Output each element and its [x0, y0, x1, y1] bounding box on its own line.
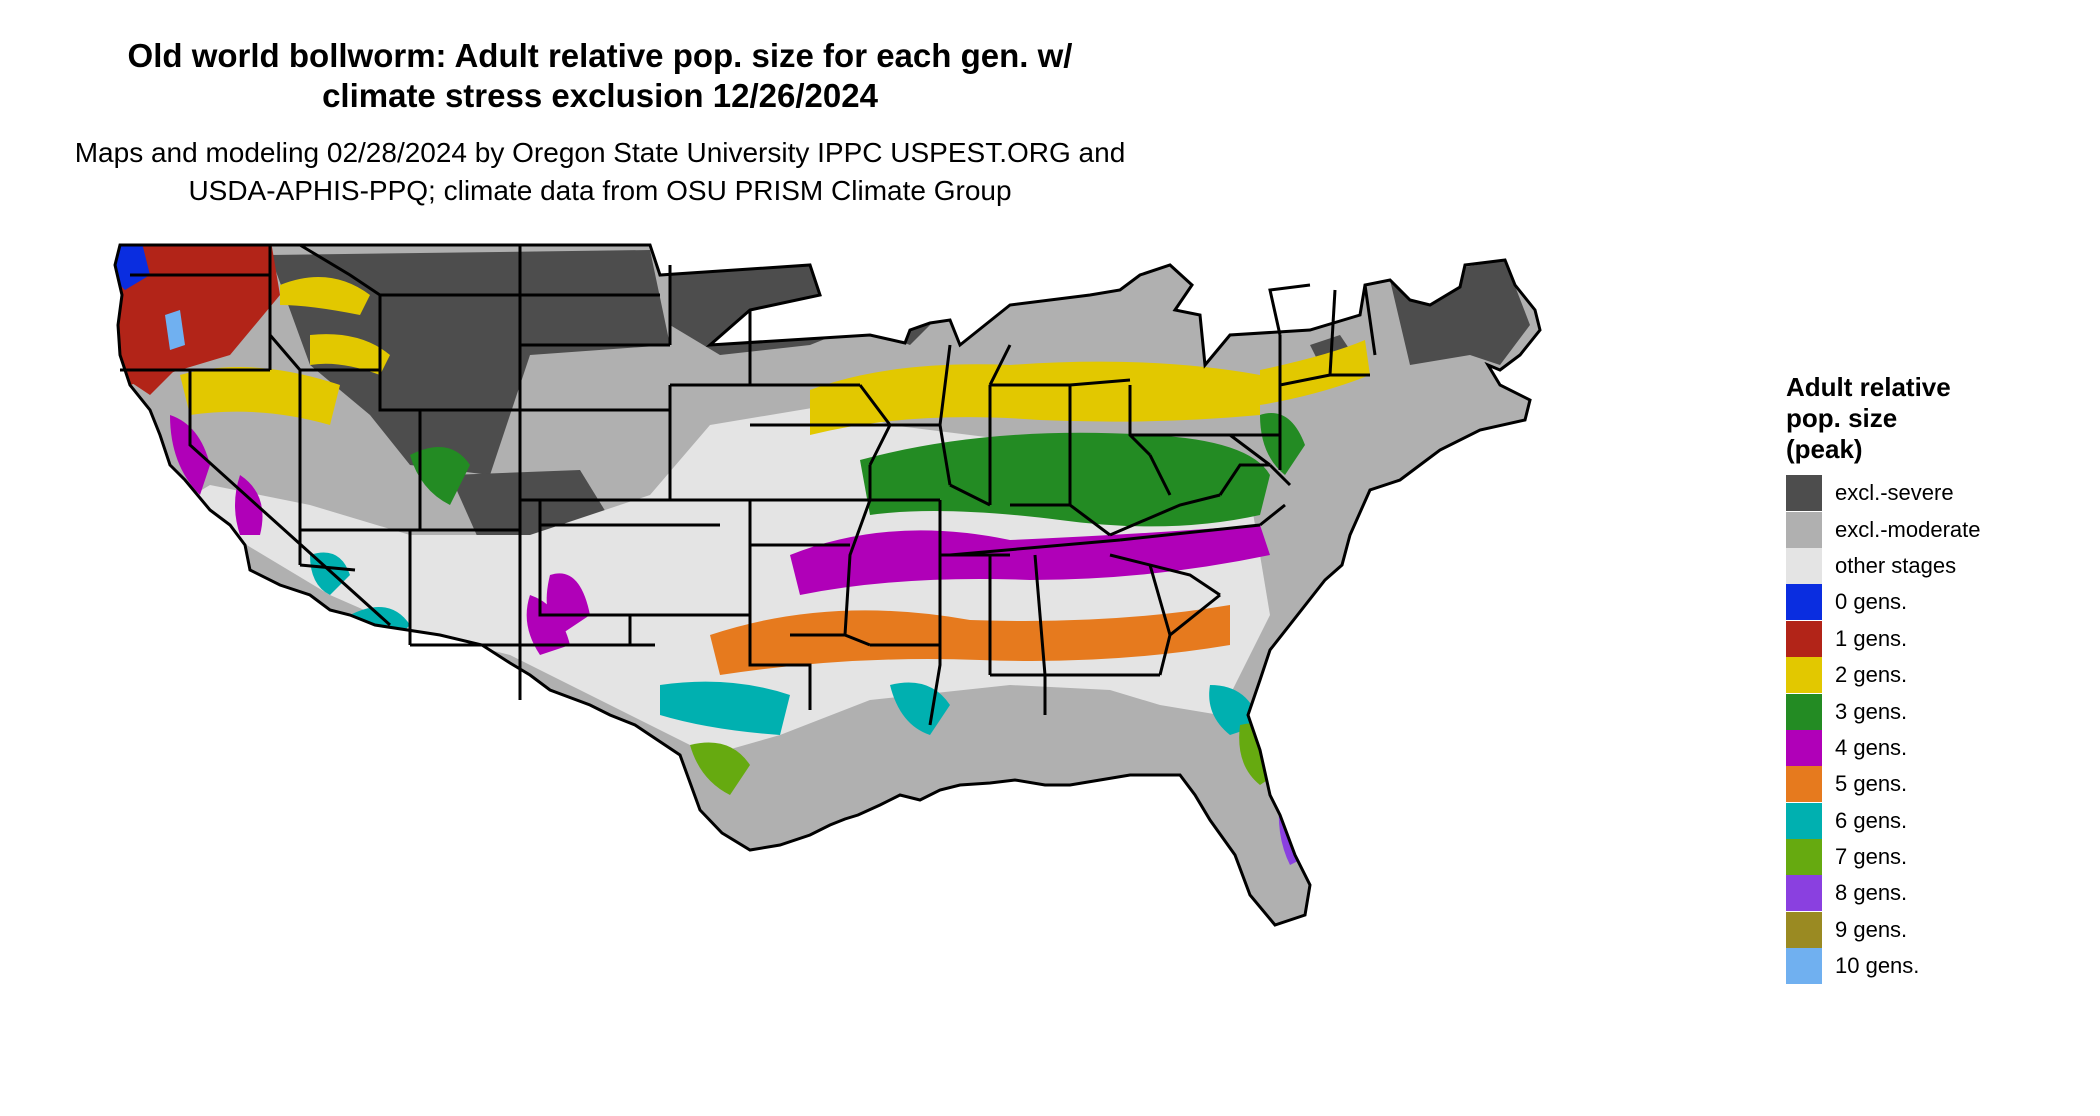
legend-item: 6 gens.	[1786, 802, 2086, 839]
legend-label: 1 gens.	[1835, 625, 1908, 651]
legend-swatch	[1786, 802, 1822, 839]
legend-item: 1 gens.	[1786, 620, 2086, 657]
legend-label: 8 gens.	[1835, 880, 1908, 906]
legend-swatch	[1786, 729, 1822, 766]
title-line-2: climate stress exclusion 12/26/2024	[322, 77, 878, 114]
raster-layer	[115, 245, 1540, 925]
legend-label: 5 gens.	[1835, 771, 1908, 797]
subtitle-line-1: Maps and modeling 02/28/2024 by Oregon S…	[74, 137, 1126, 168]
legend-label: 7 gens.	[1835, 844, 1908, 870]
legend-items: excl.-severe excl.-moderate other stages 0 …	[1786, 475, 2086, 985]
legend-label: 6 gens.	[1835, 807, 1908, 833]
legend-label: 9 gens.	[1835, 916, 1908, 942]
legend-item: excl.-severe	[1786, 475, 2086, 512]
map-title: Old world bollworm: Adult relative pop. …	[0, 36, 1200, 116]
legend-item: 7 gens.	[1786, 839, 2086, 876]
legend-label: excl.-moderate	[1835, 516, 1981, 542]
legend-item: excl.-moderate	[1786, 511, 2086, 548]
us-map-svg	[113, 243, 1542, 927]
title-line-1: Old world bollworm: Adult relative pop. …	[127, 37, 1073, 74]
legend-title-line-2: pop. size	[1786, 403, 1898, 433]
us-map	[110, 235, 1760, 1105]
legend-swatch	[1786, 475, 1822, 512]
legend-title-line-3: (peak)	[1786, 434, 1863, 464]
map-subtitle: Maps and modeling 02/28/2024 by Oregon S…	[0, 134, 1200, 210]
legend-swatch	[1786, 693, 1822, 730]
legend-item: 2 gens.	[1786, 657, 2086, 694]
legend-label: 0 gens.	[1835, 589, 1908, 615]
legend-swatch	[1786, 839, 1822, 876]
legend-swatch	[1786, 620, 1822, 657]
legend-item: 5 gens.	[1786, 766, 2086, 803]
legend-item: 9 gens.	[1786, 911, 2086, 948]
legend-item: other stages	[1786, 547, 2086, 584]
legend-item: 3 gens.	[1786, 693, 2086, 730]
legend-label: 10 gens.	[1835, 953, 1920, 979]
legend-item: 0 gens.	[1786, 584, 2086, 621]
legend-swatch	[1786, 547, 1822, 584]
legend-swatch	[1786, 511, 1822, 548]
legend-swatch	[1786, 657, 1822, 694]
legend-item: 8 gens.	[1786, 875, 2086, 912]
legend-title-line-1: Adult relative	[1786, 372, 1951, 402]
legend-swatch	[1786, 911, 1822, 948]
legend-label: other stages	[1835, 552, 1957, 578]
legend-title: Adult relative pop. size (peak)	[1786, 372, 2086, 465]
legend-swatch	[1786, 875, 1822, 912]
state-borders	[113, 243, 1542, 927]
legend-label: 3 gens.	[1835, 698, 1908, 724]
legend-item: 10 gens.	[1786, 948, 2086, 985]
legend-swatch	[1786, 948, 1822, 985]
legend-swatch	[1786, 766, 1822, 803]
legend-label: 4 gens.	[1835, 734, 1908, 760]
map-legend: Adult relative pop. size (peak) excl.-se…	[1786, 372, 2086, 985]
legend-label: excl.-severe	[1835, 480, 1954, 506]
legend-item: 4 gens.	[1786, 729, 2086, 766]
subtitle-line-2: USDA-APHIS-PPQ; climate data from OSU PR…	[188, 175, 1012, 206]
legend-swatch	[1786, 584, 1822, 621]
legend-label: 2 gens.	[1835, 662, 1908, 688]
